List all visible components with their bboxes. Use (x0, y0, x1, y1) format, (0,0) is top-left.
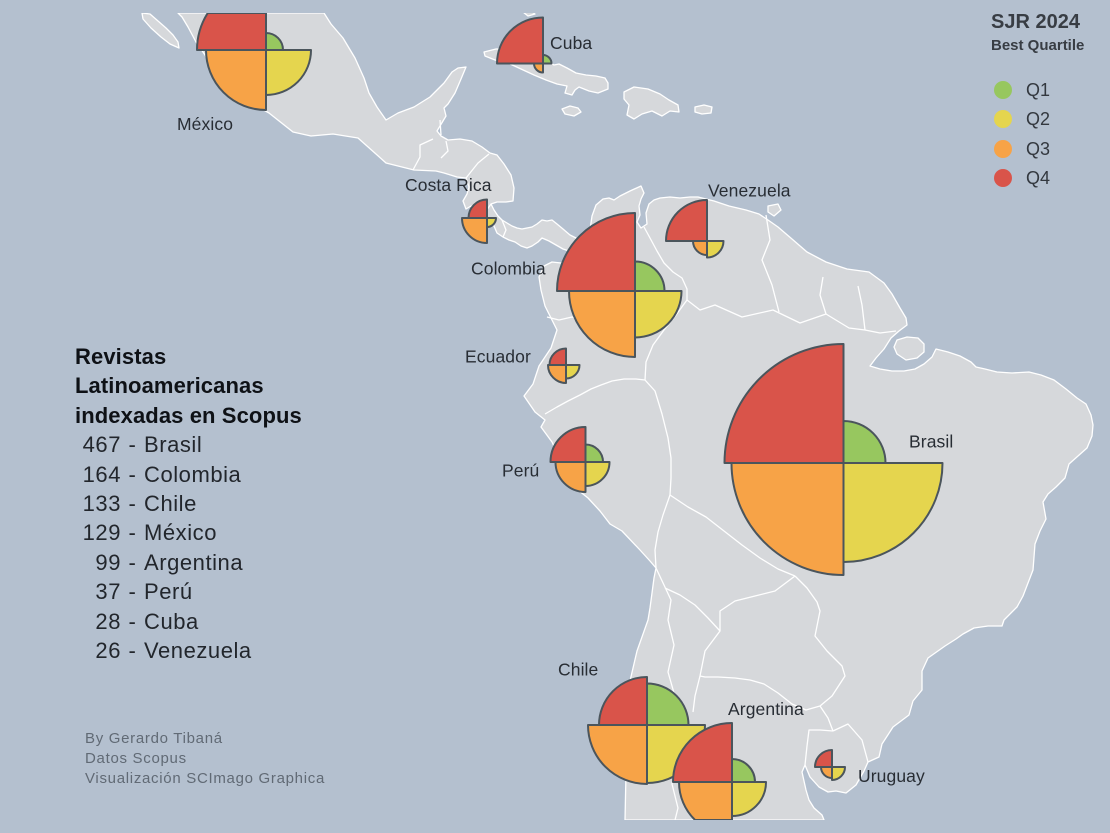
svg-text:México: México (177, 114, 233, 134)
svg-text:Ecuador: Ecuador (465, 347, 531, 367)
svg-text:Uruguay: Uruguay (858, 766, 925, 786)
svg-text:Brasil: Brasil (909, 432, 953, 452)
svg-text:Chile: Chile (558, 660, 598, 680)
svg-text:Venezuela: Venezuela (708, 181, 791, 201)
svg-text:Colombia: Colombia (471, 259, 546, 279)
svg-text:Costa Rica: Costa Rica (405, 175, 492, 195)
svg-text:Perú: Perú (502, 461, 539, 481)
svg-text:Argentina: Argentina (728, 699, 804, 719)
svg-text:Cuba: Cuba (550, 33, 592, 53)
